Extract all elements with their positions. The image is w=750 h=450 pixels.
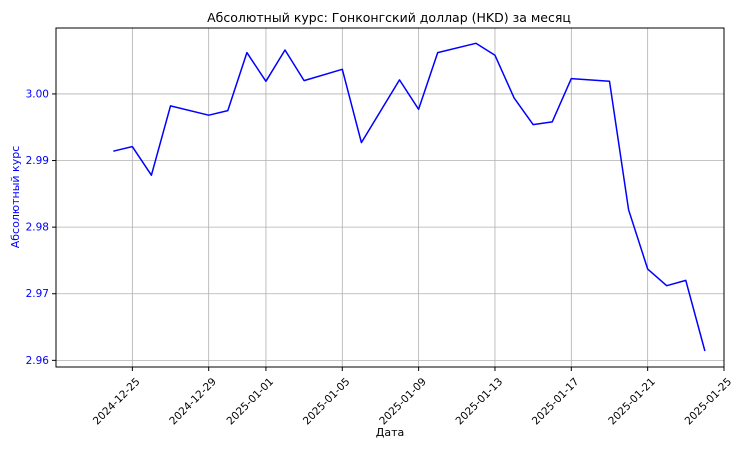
y-axis-ticks: 2.96 2.97 2.98 2.99 3.00: [26, 88, 56, 367]
grid-lines: [56, 28, 725, 367]
x-tick-label: 2025-01-13: [454, 376, 506, 428]
series-group: [113, 42, 706, 352]
y-tick-label: 2.97: [26, 288, 49, 300]
y-tick-label: 2.99: [26, 155, 49, 167]
y-tick-label: 2.98: [26, 222, 49, 234]
plot-frame: [55, 27, 725, 368]
x-axis-label: Дата: [376, 426, 404, 439]
y-axis-label: Абсолютный курс: [9, 146, 22, 249]
x-tick-label: 2025-01-25: [683, 376, 735, 428]
x-tick-label: 2024-12-29: [167, 376, 219, 428]
x-tick-label: 2025-01-01: [225, 376, 277, 428]
x-axis-ticks: 2024-12-25 2024-12-29 2025-01-01 2025-01-05…: [91, 367, 734, 427]
x-tick-label: 2025-01-21: [606, 376, 658, 428]
x-tick-label: 2024-12-25: [91, 376, 143, 428]
x-tick-label: 2025-01-05: [301, 376, 353, 428]
x-tick-label: 2025-01-17: [530, 376, 582, 428]
y-tick-label: 3.00: [26, 88, 49, 100]
y-tick-label: 2.96: [26, 355, 50, 367]
chart-title: Абсолютный курс: Гонконгский доллар (HKD…: [207, 10, 571, 25]
x-tick-label: 2025-01-09: [377, 376, 429, 428]
series-line: [113, 42, 706, 352]
